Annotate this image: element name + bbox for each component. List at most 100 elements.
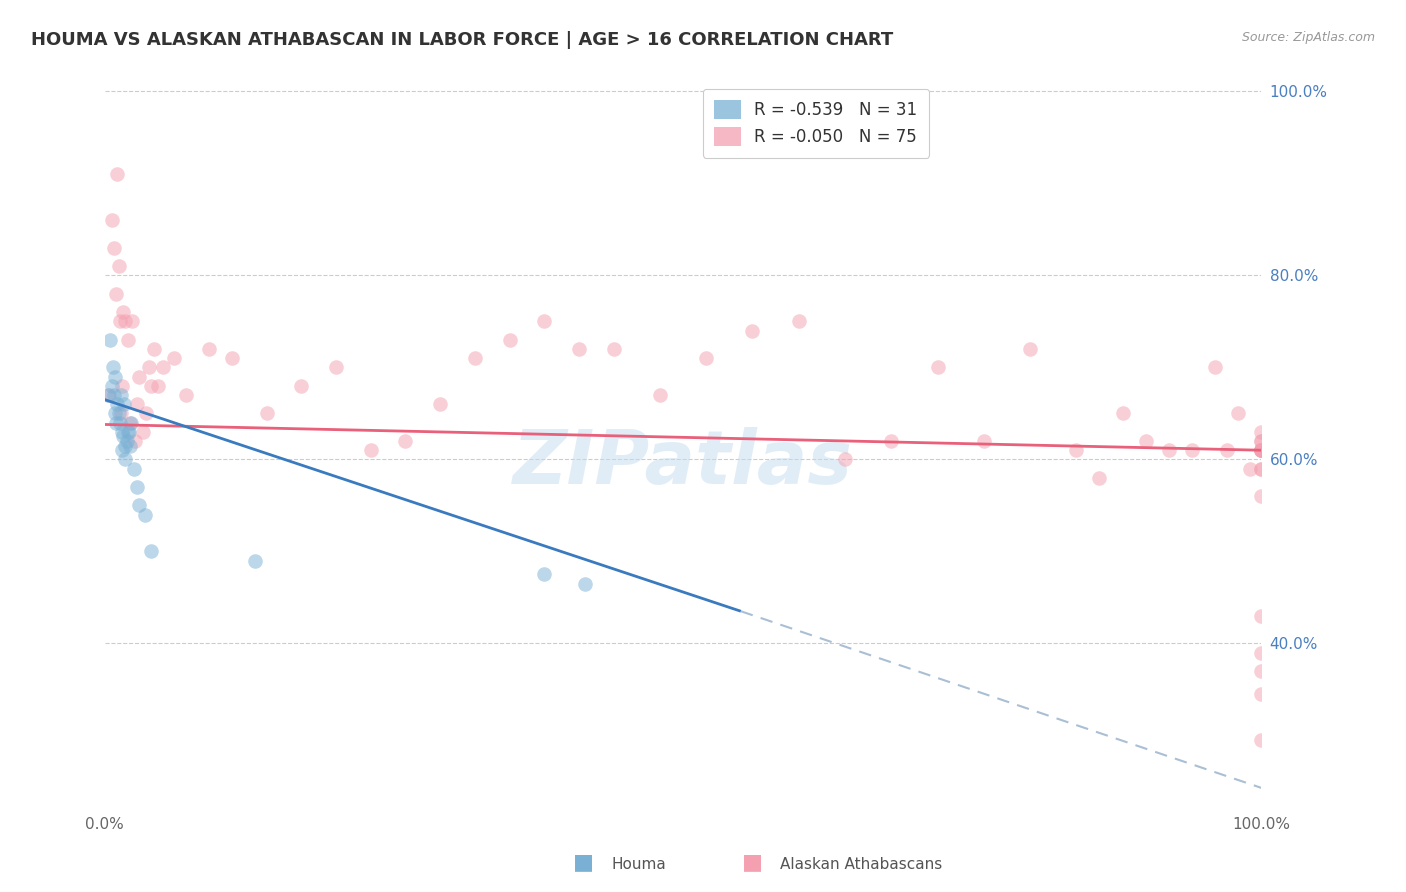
Point xyxy=(325,360,347,375)
Point xyxy=(100,379,122,393)
Point xyxy=(1250,434,1272,448)
Point xyxy=(122,461,145,475)
Point xyxy=(125,480,148,494)
Point xyxy=(104,369,127,384)
Point xyxy=(107,406,129,420)
Point xyxy=(1135,434,1157,448)
Point xyxy=(1088,471,1111,485)
Point xyxy=(104,406,127,420)
Point xyxy=(1019,342,1042,356)
Point xyxy=(138,360,160,375)
Text: Source: ZipAtlas.com: Source: ZipAtlas.com xyxy=(1241,31,1375,45)
Point xyxy=(648,388,671,402)
Point xyxy=(1250,443,1272,458)
Point xyxy=(132,425,155,439)
Point xyxy=(107,259,129,273)
Point xyxy=(152,360,174,375)
Point xyxy=(574,576,596,591)
Point xyxy=(110,406,132,420)
Point xyxy=(1250,443,1272,458)
Point xyxy=(135,406,157,420)
Point xyxy=(602,342,624,356)
Point xyxy=(880,434,903,448)
Point xyxy=(121,314,143,328)
Point xyxy=(533,314,555,328)
Point xyxy=(139,544,162,558)
Point xyxy=(1250,646,1272,660)
Point xyxy=(103,241,125,255)
Point xyxy=(290,379,312,393)
Point xyxy=(117,333,139,347)
Point xyxy=(1250,461,1272,475)
Point xyxy=(174,388,197,402)
Point xyxy=(108,416,131,430)
Point xyxy=(124,434,146,448)
Point xyxy=(105,167,128,181)
Point xyxy=(105,416,128,430)
Point xyxy=(1066,443,1088,458)
Point xyxy=(1250,425,1272,439)
Point xyxy=(112,397,135,411)
Point xyxy=(1111,406,1133,420)
Point xyxy=(1215,443,1237,458)
Text: ■: ■ xyxy=(742,853,762,872)
Point xyxy=(146,379,169,393)
Point xyxy=(120,439,142,453)
Point xyxy=(1250,733,1272,747)
Point xyxy=(1157,443,1180,458)
Point xyxy=(197,342,219,356)
Point xyxy=(394,434,416,448)
Point xyxy=(114,452,136,467)
Point xyxy=(98,388,121,402)
Text: ZIPatlas: ZIPatlas xyxy=(513,426,853,500)
Point xyxy=(221,351,243,366)
Point xyxy=(103,388,125,402)
Point xyxy=(256,406,278,420)
Point xyxy=(1227,406,1250,420)
Point xyxy=(834,452,856,467)
Point xyxy=(1250,443,1272,458)
Point xyxy=(111,425,134,439)
Point xyxy=(105,286,128,301)
Point xyxy=(1181,443,1204,458)
Point xyxy=(125,397,148,411)
Point xyxy=(1250,443,1272,458)
Point xyxy=(1239,461,1261,475)
Point xyxy=(110,388,132,402)
Point xyxy=(1250,443,1272,458)
Point xyxy=(568,342,591,356)
Point xyxy=(1250,461,1272,475)
Point xyxy=(134,508,156,522)
Point xyxy=(112,305,135,319)
Point xyxy=(533,567,555,582)
Point xyxy=(1250,608,1272,623)
Text: HOUMA VS ALASKAN ATHABASCAN IN LABOR FORCE | AGE > 16 CORRELATION CHART: HOUMA VS ALASKAN ATHABASCAN IN LABOR FOR… xyxy=(31,31,893,49)
Point xyxy=(787,314,810,328)
Point xyxy=(695,351,717,366)
Point xyxy=(100,333,122,347)
Point xyxy=(114,439,136,453)
Point xyxy=(117,425,139,439)
Point xyxy=(973,434,995,448)
Point xyxy=(120,416,142,430)
Point xyxy=(243,554,266,568)
Point xyxy=(118,425,141,439)
Point xyxy=(1250,664,1272,678)
Point xyxy=(111,443,134,458)
Point xyxy=(128,369,150,384)
Point xyxy=(1250,434,1272,448)
Point xyxy=(143,342,166,356)
Point xyxy=(115,434,138,448)
Point xyxy=(128,499,150,513)
Point xyxy=(139,379,162,393)
Point xyxy=(105,397,128,411)
Point xyxy=(360,443,382,458)
Text: Alaskan Athabascans: Alaskan Athabascans xyxy=(780,857,942,872)
Point xyxy=(741,324,763,338)
Point xyxy=(464,351,486,366)
Point xyxy=(1250,489,1272,503)
Point xyxy=(112,429,135,443)
Point xyxy=(100,213,122,227)
Point xyxy=(429,397,451,411)
Point xyxy=(927,360,949,375)
